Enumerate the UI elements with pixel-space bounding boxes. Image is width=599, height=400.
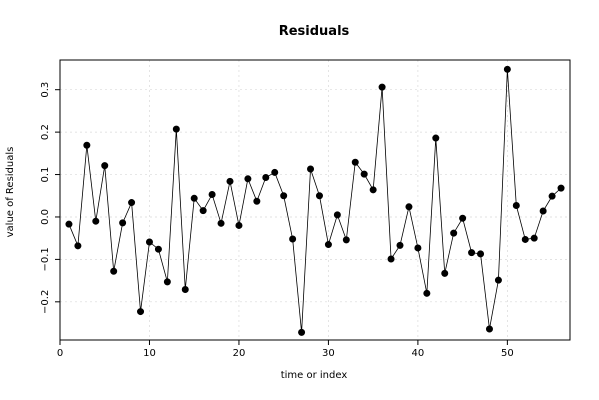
data-point [315,192,323,200]
data-point [271,168,279,176]
data-point [145,238,153,246]
data-point [360,170,368,178]
data-point [450,229,458,237]
x-axis-label: time or index [281,370,348,381]
data-point [557,184,565,192]
x-tick-label: 50 [501,348,514,359]
data-point [181,286,189,294]
data-point [432,134,440,142]
y-axis-label: value of Residuals [5,147,16,238]
data-point [101,162,109,170]
data-point [163,278,171,286]
data-point [92,217,100,225]
data-point [521,235,529,243]
data-point [387,255,395,263]
data-point [298,328,306,336]
x-tick-label: 40 [412,348,425,359]
y-tick-label: 0.1 [40,167,51,183]
data-point [530,234,538,242]
chart-title: Residuals [279,24,350,39]
data-point [494,276,502,284]
data-point [83,141,91,149]
data-point [235,221,243,229]
axes: 0 10 20 30 40 50 −0.2 −0.1 0.0 0.1 0.2 0.3 [40,82,514,359]
data-point [289,235,297,243]
data-point [333,211,341,219]
data-point [119,219,127,227]
x-tick-label: 30 [322,348,335,359]
data-point [262,174,270,182]
data-point [396,241,404,249]
data-point [342,236,350,244]
data-point [405,203,413,211]
data-point [244,175,252,183]
x-tick-label: 0 [57,348,63,359]
data-point [280,192,288,200]
data-point [307,165,315,173]
plot-frame [59,59,571,341]
data-point [441,269,449,277]
y-tick-label: −0.2 [40,290,51,314]
y-tick-label: 0.2 [40,124,51,140]
x-tick-label: 10 [143,348,156,359]
data-point [503,65,511,73]
data-point [128,199,136,207]
data-point [423,289,431,297]
data-point [459,214,467,222]
data-point [351,158,359,166]
data-point [199,207,207,215]
y-tick-label: 0.3 [40,82,51,98]
x-tick-label: 20 [233,348,246,359]
data-point [477,250,485,258]
data-point [512,202,520,210]
data-point [208,190,216,198]
data-point [217,219,225,227]
grid [59,60,570,340]
data-point [369,186,377,194]
data-point [190,194,198,202]
y-tick-label: 0.0 [40,209,51,225]
data-point [548,192,556,200]
data-point [65,220,73,228]
data-point [485,325,493,333]
data-point [74,242,82,250]
residuals-series [65,65,565,336]
data-point [539,207,547,215]
series-line [68,69,562,333]
data-point [324,241,332,249]
data-point [226,177,234,185]
y-tick-label: −0.1 [40,247,51,271]
data-point [468,249,476,257]
data-point [253,197,261,205]
data-point [378,83,386,91]
data-point [172,125,180,133]
data-point [110,267,118,275]
data-point [137,308,145,316]
data-point [154,245,162,253]
data-point [414,244,422,252]
